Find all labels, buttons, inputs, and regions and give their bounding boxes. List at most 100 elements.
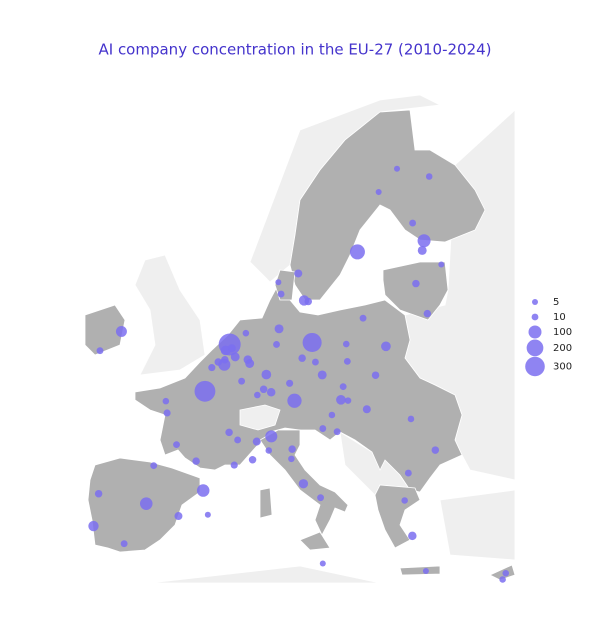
bubble — [214, 358, 222, 366]
bubble — [381, 341, 391, 352]
legend-label: 100 — [553, 327, 572, 338]
bubble — [298, 354, 306, 362]
legend-label: 200 — [553, 343, 572, 354]
non-eu-land — [134, 254, 206, 376]
bubble — [343, 340, 350, 348]
non-eu-land — [439, 489, 516, 561]
bubble — [401, 497, 408, 504]
bubble — [265, 447, 273, 454]
bubble — [173, 441, 180, 449]
bubble — [275, 279, 282, 286]
bubble — [298, 479, 309, 489]
bubble — [192, 457, 200, 465]
bubble — [230, 352, 240, 362]
eu-land — [399, 565, 441, 576]
bubble — [343, 357, 351, 365]
chart-title: AI company concentration in the EU-27 (2… — [98, 41, 491, 59]
bubble — [261, 369, 272, 380]
bubble — [162, 397, 170, 405]
bubble — [234, 436, 242, 444]
bubble — [287, 393, 302, 408]
bubble — [302, 332, 322, 353]
legend-marker — [531, 298, 539, 306]
bubble — [349, 244, 365, 260]
bubble — [96, 347, 104, 355]
bubble — [375, 189, 382, 196]
bubble — [502, 569, 510, 577]
bubble — [208, 364, 216, 372]
legend-marker — [531, 313, 539, 321]
bubble — [404, 469, 412, 477]
bubble — [139, 497, 153, 510]
bubble — [174, 512, 183, 521]
bubble — [243, 355, 253, 364]
non-eu-land — [239, 404, 281, 431]
bubble — [319, 560, 326, 567]
bubble — [277, 290, 285, 298]
bubble — [336, 394, 346, 405]
bubble — [274, 324, 284, 334]
bubble — [417, 234, 431, 248]
bubble — [294, 269, 303, 278]
eu-land — [289, 109, 486, 301]
legend-marker — [528, 325, 542, 339]
bubble — [238, 377, 246, 385]
legend-label: 5 — [553, 297, 559, 308]
eu-land — [374, 484, 421, 549]
bubble — [359, 314, 367, 322]
bubble — [204, 511, 211, 518]
bubble — [196, 484, 210, 497]
eu-land — [382, 261, 449, 321]
bubble — [438, 261, 445, 268]
eu-land — [489, 564, 516, 581]
legend-marker — [526, 339, 544, 357]
bubble — [88, 520, 99, 532]
bubble — [248, 456, 257, 464]
bubble — [408, 531, 417, 541]
bubble — [254, 391, 261, 399]
bubble — [423, 309, 432, 318]
bubble — [319, 425, 327, 432]
bubble — [221, 356, 229, 364]
basemap — [84, 94, 516, 584]
bubble — [227, 344, 236, 353]
bubble — [230, 461, 238, 469]
bubble — [120, 540, 128, 548]
bubble — [273, 341, 280, 348]
bubble — [431, 446, 440, 454]
bubble — [194, 380, 216, 402]
bubble — [333, 428, 341, 436]
eu-land — [84, 304, 126, 356]
bubble — [317, 494, 324, 502]
bubble — [242, 329, 250, 337]
bubble — [259, 385, 268, 394]
bubble — [317, 370, 327, 380]
bubble — [163, 409, 171, 417]
bubble — [225, 428, 233, 437]
bubble — [422, 567, 429, 574]
bubble — [252, 437, 261, 446]
bubble — [94, 489, 103, 498]
eu-land — [134, 284, 463, 493]
bubble — [150, 462, 158, 470]
legend-label: 10 — [553, 312, 566, 323]
bubble — [344, 397, 352, 404]
bubble — [409, 219, 417, 227]
bubble — [288, 455, 295, 463]
bubble — [407, 415, 415, 423]
bubble — [312, 358, 319, 366]
bubble — [499, 576, 506, 583]
bubble — [265, 430, 278, 443]
bubble — [115, 325, 127, 337]
eu-land — [299, 531, 331, 551]
legend-marker — [525, 356, 545, 377]
bubble — [371, 371, 380, 379]
bubble — [362, 405, 371, 414]
bubble — [339, 383, 347, 391]
bubble — [304, 297, 312, 306]
legend-label: 300 — [553, 362, 572, 373]
eu-land — [259, 487, 273, 519]
bubble — [286, 379, 294, 387]
bubble — [412, 279, 420, 288]
